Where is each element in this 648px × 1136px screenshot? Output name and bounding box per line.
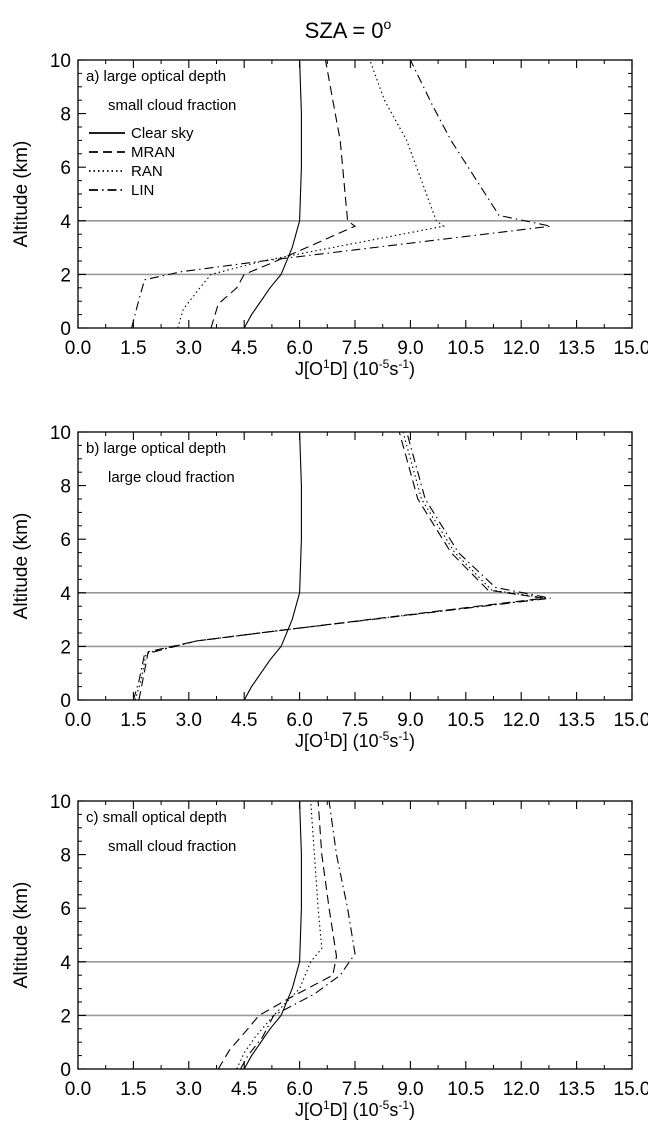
- x-tick-label: 10.5: [447, 710, 484, 731]
- x-tick-label: 12.0: [503, 710, 540, 731]
- legend: Clear sky MRAN RAN LIN: [89, 125, 194, 199]
- y-axis-label: Altitude (km): [11, 513, 32, 620]
- x-tick-label: 4.5: [231, 1079, 257, 1100]
- x-tick-label: 3.0: [176, 1079, 202, 1100]
- x-tick-label: 0.0: [65, 1079, 91, 1100]
- y-tick-label: 8: [60, 477, 71, 498]
- legend-label: Clear sky: [131, 125, 194, 142]
- chart-panel-1: 0.0 1.5 3.0 4.5 6.0 7.5 9.0 10.5 12.0 13.5 15.0 0 2 4…: [11, 51, 648, 379]
- y-tick-label: 10: [50, 423, 71, 444]
- x-tick-label: 9.0: [397, 1079, 423, 1100]
- x-tick-label: 12.0: [503, 338, 540, 359]
- series-line-clear-sky: [243, 59, 302, 329]
- y-tick-label: 4: [60, 212, 71, 233]
- legend-label: LIN: [131, 182, 154, 199]
- panel-label: c) small optical depth: [86, 809, 227, 826]
- series-line-mran: [217, 800, 338, 1070]
- x-tick-label: 4.5: [231, 710, 257, 731]
- y-axis-label: Altitude (km): [11, 141, 32, 248]
- chart-panel-3: 0.0 1.5 3.0 4.5 6.0 7.5 9.0 10.5 12.0 13.5 15.0 0 2 4…: [11, 792, 648, 1120]
- series-line-clear-sky: [243, 800, 302, 1070]
- panel-sublabel: small cloud fraction: [108, 97, 236, 114]
- x-tick-label: 13.5: [558, 338, 595, 359]
- series-line-ran: [236, 800, 323, 1070]
- y-tick-label: 0: [60, 319, 71, 340]
- y-tick-label: 0: [60, 1060, 71, 1081]
- x-tick-label: 1.5: [120, 338, 146, 359]
- x-axis-label: J[O1D] (10-5s-1): [295, 729, 415, 751]
- y-axis-label: Altitude (km): [11, 882, 32, 989]
- panel-label: a) large optical depth: [86, 68, 226, 85]
- y-tick-label: 2: [60, 1006, 71, 1027]
- y-tick-label: 2: [60, 265, 71, 286]
- panel-sublabel: small cloud fraction: [108, 838, 236, 855]
- series-line-mran: [210, 59, 357, 329]
- x-tick-label: 7.5: [342, 710, 368, 731]
- series-line-lin: [240, 800, 356, 1070]
- x-tick-label: 3.0: [176, 338, 202, 359]
- series-line-ran: [177, 59, 445, 329]
- figure-title: SZA = 0o: [305, 16, 392, 43]
- legend-label: RAN: [131, 163, 163, 180]
- x-tick-label: 15.0: [614, 338, 648, 359]
- y-tick-label: 10: [50, 792, 71, 813]
- y-tick-label: 6: [60, 530, 71, 551]
- series-line-lin: [131, 59, 551, 329]
- series-line-lin: [132, 431, 551, 701]
- x-tick-label: 7.5: [342, 338, 368, 359]
- x-tick-label: 3.0: [176, 710, 202, 731]
- series-line-clear-sky: [243, 431, 302, 701]
- x-tick-label: 6.0: [286, 1079, 312, 1100]
- y-tick-label: 0: [60, 691, 71, 712]
- x-tick-label: 9.0: [397, 710, 423, 731]
- legend-label: MRAN: [131, 144, 175, 161]
- x-axis-label: J[O1D] (10-5s-1): [295, 1098, 415, 1120]
- panel-sublabel: large cloud fraction: [108, 469, 235, 486]
- x-tick-label: 12.0: [503, 1079, 540, 1100]
- x-tick-label: 4.5: [231, 338, 257, 359]
- y-tick-label: 8: [60, 846, 71, 867]
- x-tick-label: 15.0: [614, 710, 648, 731]
- chart-panel-2: 0.0 1.5 3.0 4.5 6.0 7.5 9.0 10.5 12.0 13.5 15.0 0 2 4…: [11, 423, 648, 751]
- x-tick-label: 1.5: [120, 710, 146, 731]
- x-tick-label: 6.0: [286, 710, 312, 731]
- y-tick-label: 2: [60, 637, 71, 658]
- panel-label: b) large optical depth: [86, 440, 226, 457]
- x-tick-label: 0.0: [65, 710, 91, 731]
- x-tick-label: 10.5: [447, 1079, 484, 1100]
- x-tick-label: 9.0: [397, 338, 423, 359]
- y-tick-label: 8: [60, 105, 71, 126]
- y-tick-label: 4: [60, 584, 71, 605]
- x-tick-label: 13.5: [558, 710, 595, 731]
- y-tick-label: 6: [60, 899, 71, 920]
- x-tick-label: 0.0: [65, 338, 91, 359]
- x-tick-label: 13.5: [558, 1079, 595, 1100]
- x-tick-label: 1.5: [120, 1079, 146, 1100]
- y-tick-label: 4: [60, 953, 71, 974]
- y-tick-label: 6: [60, 158, 71, 179]
- y-tick-label: 10: [50, 51, 71, 72]
- x-axis-label: J[O1D] (10-5s-1): [295, 357, 415, 379]
- x-tick-label: 6.0: [286, 338, 312, 359]
- x-tick-label: 7.5: [342, 1079, 368, 1100]
- x-tick-label: 10.5: [447, 338, 484, 359]
- x-tick-label: 15.0: [614, 1079, 648, 1100]
